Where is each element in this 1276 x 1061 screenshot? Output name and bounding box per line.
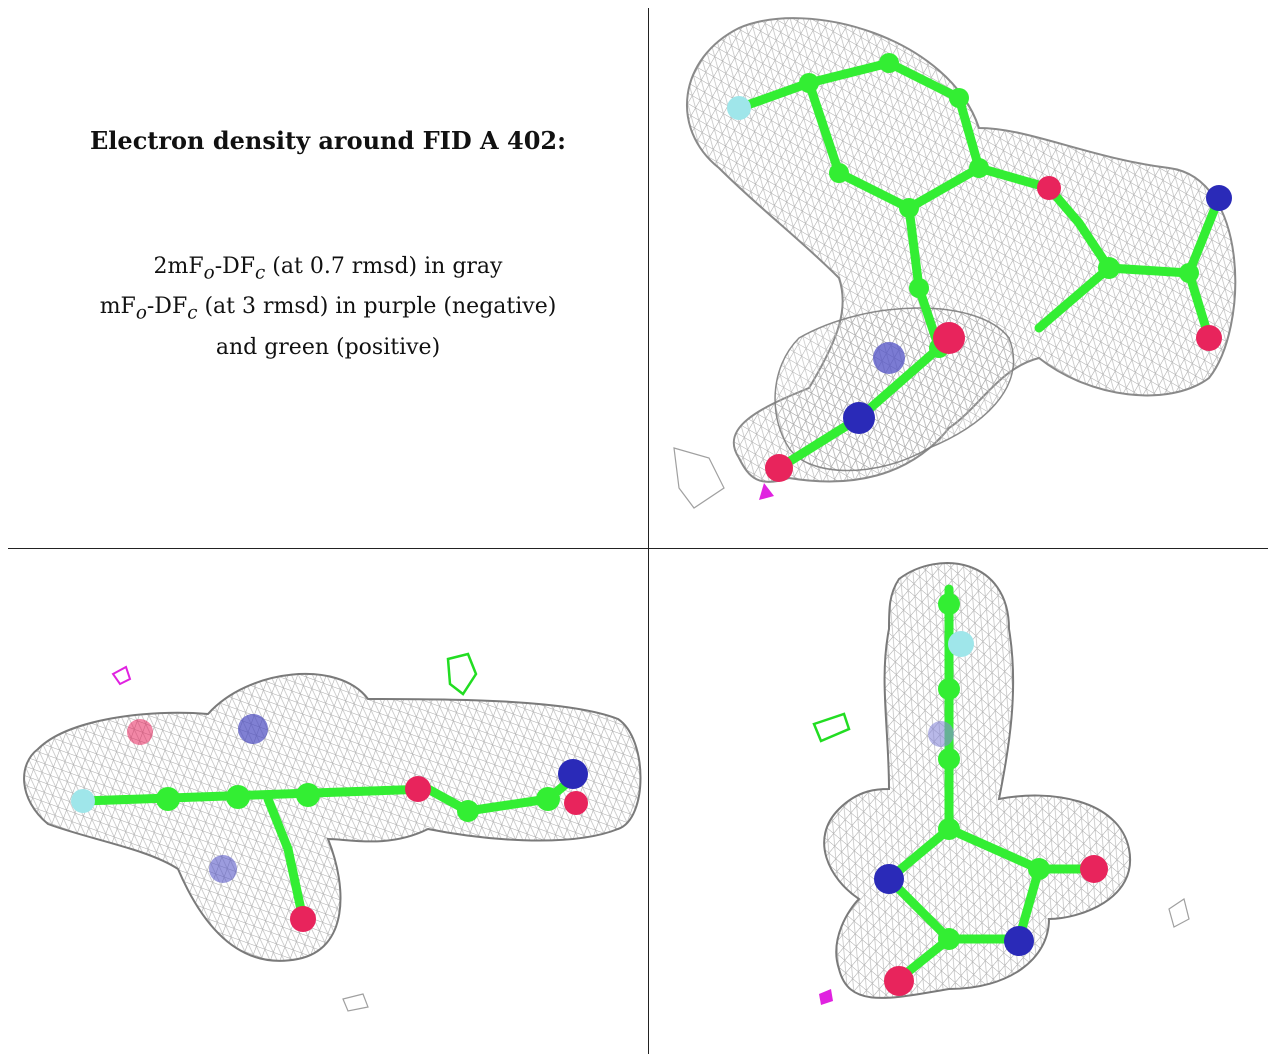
nitrogen-atom bbox=[928, 721, 954, 747]
oxygen-atom bbox=[564, 791, 588, 815]
positive-density bbox=[446, 652, 478, 696]
nitrogen-atom bbox=[843, 402, 875, 434]
fluorine-atom bbox=[727, 96, 751, 120]
oxygen-atom bbox=[1196, 325, 1222, 351]
density-view-2 bbox=[23, 652, 642, 1012]
caption-cell: Electron density around FID A 402: 2mFo-… bbox=[8, 8, 648, 548]
oxygen-atom bbox=[884, 966, 914, 996]
border-middle bbox=[648, 8, 649, 1054]
nitrogen-atom bbox=[1206, 185, 1232, 211]
legend-line-purple: mFo-DFc (at 3 rmsd) in purple (negative) bbox=[99, 294, 557, 324]
ligand-atoms bbox=[71, 714, 588, 932]
oxygen-atom bbox=[1037, 176, 1061, 200]
oxygen-atom bbox=[127, 719, 153, 745]
legend-line-gray: 2mFo-DFc (at 0.7 rmsd) in gray bbox=[153, 254, 503, 284]
nitrogen-atom bbox=[238, 714, 268, 744]
oxygen-atom bbox=[1080, 855, 1108, 883]
negative-density bbox=[759, 483, 774, 500]
caption-legend: 2mFo-DFc (at 0.7 rmsd) in gray mFo-DFc (… bbox=[8, 250, 648, 365]
gray-mesh bbox=[23, 652, 642, 1012]
ligand-atoms bbox=[874, 593, 1108, 996]
border-horizontal bbox=[8, 548, 1268, 549]
nitrogen-atom bbox=[209, 855, 237, 883]
view-top-right bbox=[649, 8, 1268, 548]
density-view-3 bbox=[812, 562, 1190, 1005]
nitrogen-atom bbox=[1004, 926, 1034, 956]
ligand-atoms bbox=[727, 53, 1232, 500]
oxygen-atom bbox=[405, 776, 431, 802]
figure-grid: Electron density around FID A 402: 2mFo-… bbox=[8, 8, 1268, 1054]
legend-line-green: and green (positive) bbox=[215, 334, 441, 360]
nitrogen-atom bbox=[874, 864, 904, 894]
positive-density bbox=[812, 712, 851, 743]
caption-title: Electron density around FID A 402: bbox=[90, 126, 566, 155]
oxygen-atom bbox=[290, 906, 316, 932]
nitrogen-atom bbox=[558, 759, 588, 789]
density-view-1 bbox=[673, 17, 1237, 509]
fluorine-atom bbox=[948, 631, 974, 657]
negative-density bbox=[111, 665, 132, 686]
nitrogen-atom bbox=[873, 342, 905, 374]
oxygen-atom bbox=[765, 454, 793, 482]
view-bottom-left bbox=[8, 549, 648, 1054]
oxygen-atom bbox=[933, 322, 965, 354]
fluorine-atom bbox=[71, 789, 95, 813]
negative-density bbox=[819, 989, 833, 1005]
view-bottom-right bbox=[649, 549, 1268, 1054]
